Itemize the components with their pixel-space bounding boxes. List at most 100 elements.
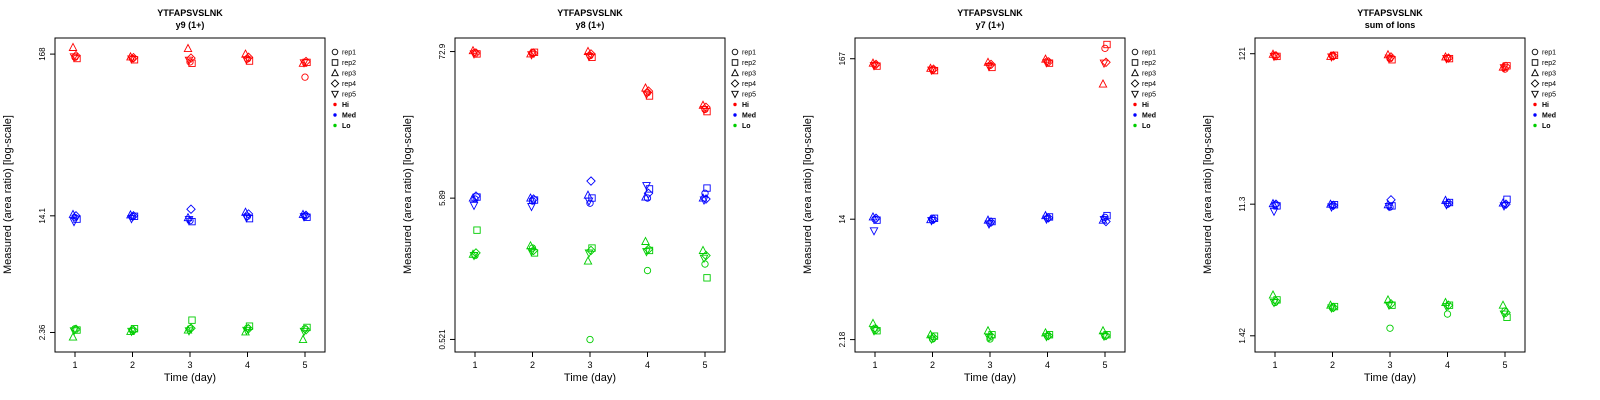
point-med-day5-rep2 <box>703 184 711 192</box>
point-hi-day1-rep5 <box>869 62 879 71</box>
legend-label-rep4: rep4 <box>1542 81 1556 88</box>
point-hi-day1-rep5 <box>69 53 79 62</box>
triangle-down-icon <box>331 90 339 99</box>
point-hi-day3-rep3 <box>183 43 193 53</box>
square-icon <box>1131 59 1139 66</box>
point-hi-day3-rep4 <box>986 59 996 70</box>
point-lo-day4-rep2 <box>1045 331 1054 339</box>
legend-box: rep1 rep2 rep3 rep4 rep5 Hi Med Lo <box>730 48 756 130</box>
point-med-day3-rep1 <box>586 199 594 207</box>
y-tick-label: 72.9 <box>438 43 447 59</box>
legend-label-rep2: rep2 <box>342 60 356 67</box>
x-axis-label: Time (day) <box>963 372 1017 384</box>
point-lo-day4-rep1 <box>643 266 652 275</box>
point-lo-day2-rep2 <box>1330 302 1339 311</box>
point-lo-day1-rep3 <box>868 318 878 327</box>
point-med-day2-rep5 <box>927 217 936 226</box>
legend-box: rep1 rep2 rep3 rep4 rep5 Hi Med Lo <box>1530 48 1556 130</box>
legend-label-rep1: rep1 <box>742 50 756 57</box>
point-lo-day3-rep5 <box>184 327 194 336</box>
legend-label-rep4: rep4 <box>742 81 756 88</box>
legend-label-rep5: rep5 <box>342 92 356 99</box>
chart-title: YTFAPSVSLNK <box>557 8 623 18</box>
legend: rep1 rep2 rep3 rep4 rep5 Hi Med Lo <box>1528 44 1600 149</box>
point-med-day1-rep2 <box>73 215 81 223</box>
point-lo-day5-rep2 <box>703 274 711 282</box>
legend-label-Lo: Lo <box>1142 123 1151 130</box>
point-lo-day3-rep2 <box>188 316 196 324</box>
legend-label-Hi: Hi <box>1542 102 1549 109</box>
chart-panel-y9: YTFAPSVSLNK y9 (1+) Measured (area ratio… <box>0 0 400 400</box>
point-hi-day3-rep5 <box>1384 54 1394 64</box>
square-icon <box>731 59 739 66</box>
x-tick-label: 1 <box>1272 360 1277 370</box>
plot-border <box>54 37 326 353</box>
circle-icon <box>331 48 339 56</box>
point-lo-day3-rep5 <box>984 334 994 343</box>
point-hi-day5-rep3 <box>1098 79 1108 88</box>
y-tick-label: 5.89 <box>438 190 447 206</box>
plot-border <box>854 37 1126 353</box>
point-hi-day1-rep5 <box>1269 52 1279 62</box>
legend-label-rep1: rep1 <box>1142 50 1156 57</box>
legend-label-rep3: rep3 <box>1142 71 1156 78</box>
legend-label-rep4: rep4 <box>1142 81 1156 88</box>
dot-icon <box>733 102 737 107</box>
diamond-icon <box>1530 79 1540 88</box>
legend-label-rep5: rep5 <box>1542 92 1556 99</box>
x-tick-label: 5 <box>1102 360 1107 370</box>
point-lo-day4-rep4 <box>1043 330 1054 341</box>
dot-icon <box>1133 113 1137 117</box>
point-hi-day5-rep1 <box>301 73 309 81</box>
point-hi-day5-rep4 <box>701 102 711 113</box>
point-hi-day3-rep4 <box>1386 52 1396 62</box>
point-lo-day1-rep5 <box>469 252 479 261</box>
legend-label-rep2: rep2 <box>1542 60 1556 67</box>
point-hi-day2-rep5 <box>927 66 936 76</box>
point-med-day2-rep5 <box>1327 203 1336 213</box>
point-med-day1-rep5 <box>69 218 79 227</box>
point-hi-day4-rep5 <box>642 90 651 100</box>
x-tick-label: 4 <box>1045 360 1050 370</box>
legend-label-rep3: rep3 <box>742 71 756 78</box>
triangle-up-icon <box>1131 68 1139 77</box>
legend-label-rep3: rep3 <box>1542 71 1556 78</box>
point-lo-day4-rep5 <box>1042 333 1051 342</box>
point-lo-day3-rep4 <box>586 245 596 256</box>
point-hi-day5-rep5 <box>1099 59 1109 69</box>
x-tick-label: 4 <box>1445 360 1450 370</box>
circle-icon <box>731 48 739 56</box>
point-hi-day1-rep3 <box>68 42 78 51</box>
point-lo-day2-rep4 <box>128 325 139 336</box>
point-hi-day2-rep5 <box>1327 53 1336 62</box>
square-icon <box>1531 59 1539 66</box>
chart-subtitle: y8 (1+) <box>575 20 605 30</box>
point-med-day3-rep3 <box>183 212 193 222</box>
point-hi-day1-rep4 <box>471 48 481 58</box>
legend: rep1 rep2 rep3 rep4 rep5 Hi Med Lo <box>328 44 400 149</box>
x-tick-label: 3 <box>1387 360 1392 370</box>
legend-label-rep3: rep3 <box>342 71 356 78</box>
point-med-day1-rep5 <box>469 201 479 211</box>
point-med-day4-rep5 <box>1042 215 1051 225</box>
triangle-up-icon <box>331 68 339 77</box>
point-lo-day2-rep5 <box>127 327 136 337</box>
point-hi-day3-rep1 <box>186 58 194 66</box>
point-lo-day4-rep2 <box>645 246 654 255</box>
legend-box: rep1 rep2 rep3 rep4 rep5 Hi Med Lo <box>1130 48 1156 130</box>
point-hi-day4-rep5 <box>1442 55 1451 64</box>
point-lo-day5-rep5 <box>1499 310 1509 320</box>
legend-box: rep1 rep2 rep3 rep4 rep5 Hi Med Lo <box>330 48 356 130</box>
x-tick-label: 4 <box>645 360 650 370</box>
point-hi-day5-rep5 <box>1499 64 1509 73</box>
x-tick-label: 2 <box>1330 360 1335 370</box>
point-med-day1-rep5 <box>1269 207 1279 217</box>
x-axis-label: Time (day) <box>163 372 217 384</box>
point-lo-day5-rep3 <box>298 334 308 343</box>
point-hi-day2-rep5 <box>527 51 536 60</box>
legend-label-rep1: rep1 <box>342 50 356 57</box>
point-lo-day3-rep3 <box>583 256 593 265</box>
x-tick-label: 2 <box>930 360 935 370</box>
point-lo-day5-rep1 <box>701 260 709 268</box>
